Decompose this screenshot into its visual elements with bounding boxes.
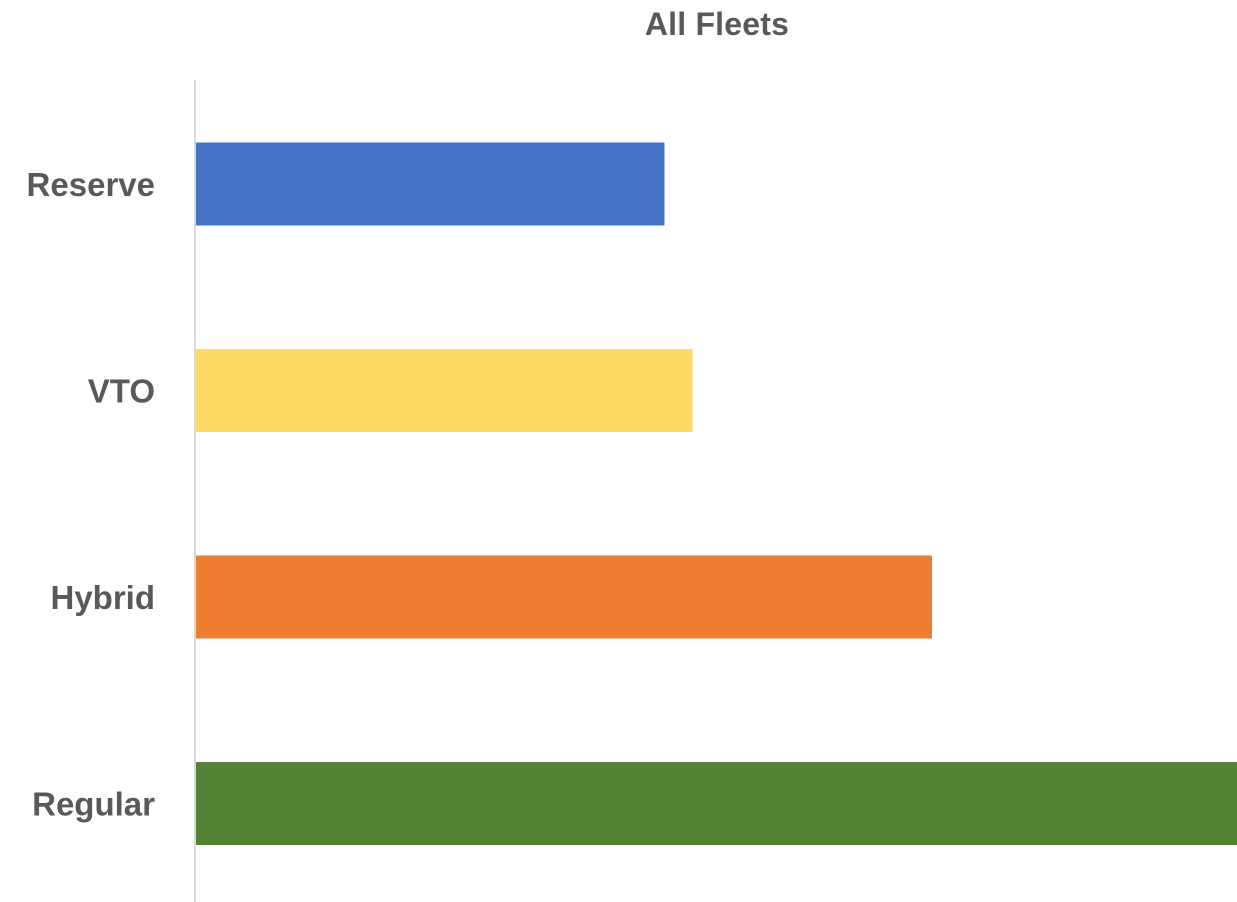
category-label-hybrid: Hybrid xyxy=(50,579,155,616)
bar-reserve xyxy=(196,142,665,226)
category-label-vto: VTO xyxy=(88,373,155,410)
chart-title: All Fleets xyxy=(644,6,790,42)
bar-vto xyxy=(196,349,693,432)
category-label-reserve: Reserve xyxy=(27,166,155,203)
category-labels-group: Reserve VTO Hybrid Regular xyxy=(27,166,156,823)
category-label-regular: Regular xyxy=(32,786,155,823)
bars-group xyxy=(196,142,1237,845)
bar-hybrid xyxy=(196,555,932,639)
bar-regular xyxy=(196,762,1237,845)
